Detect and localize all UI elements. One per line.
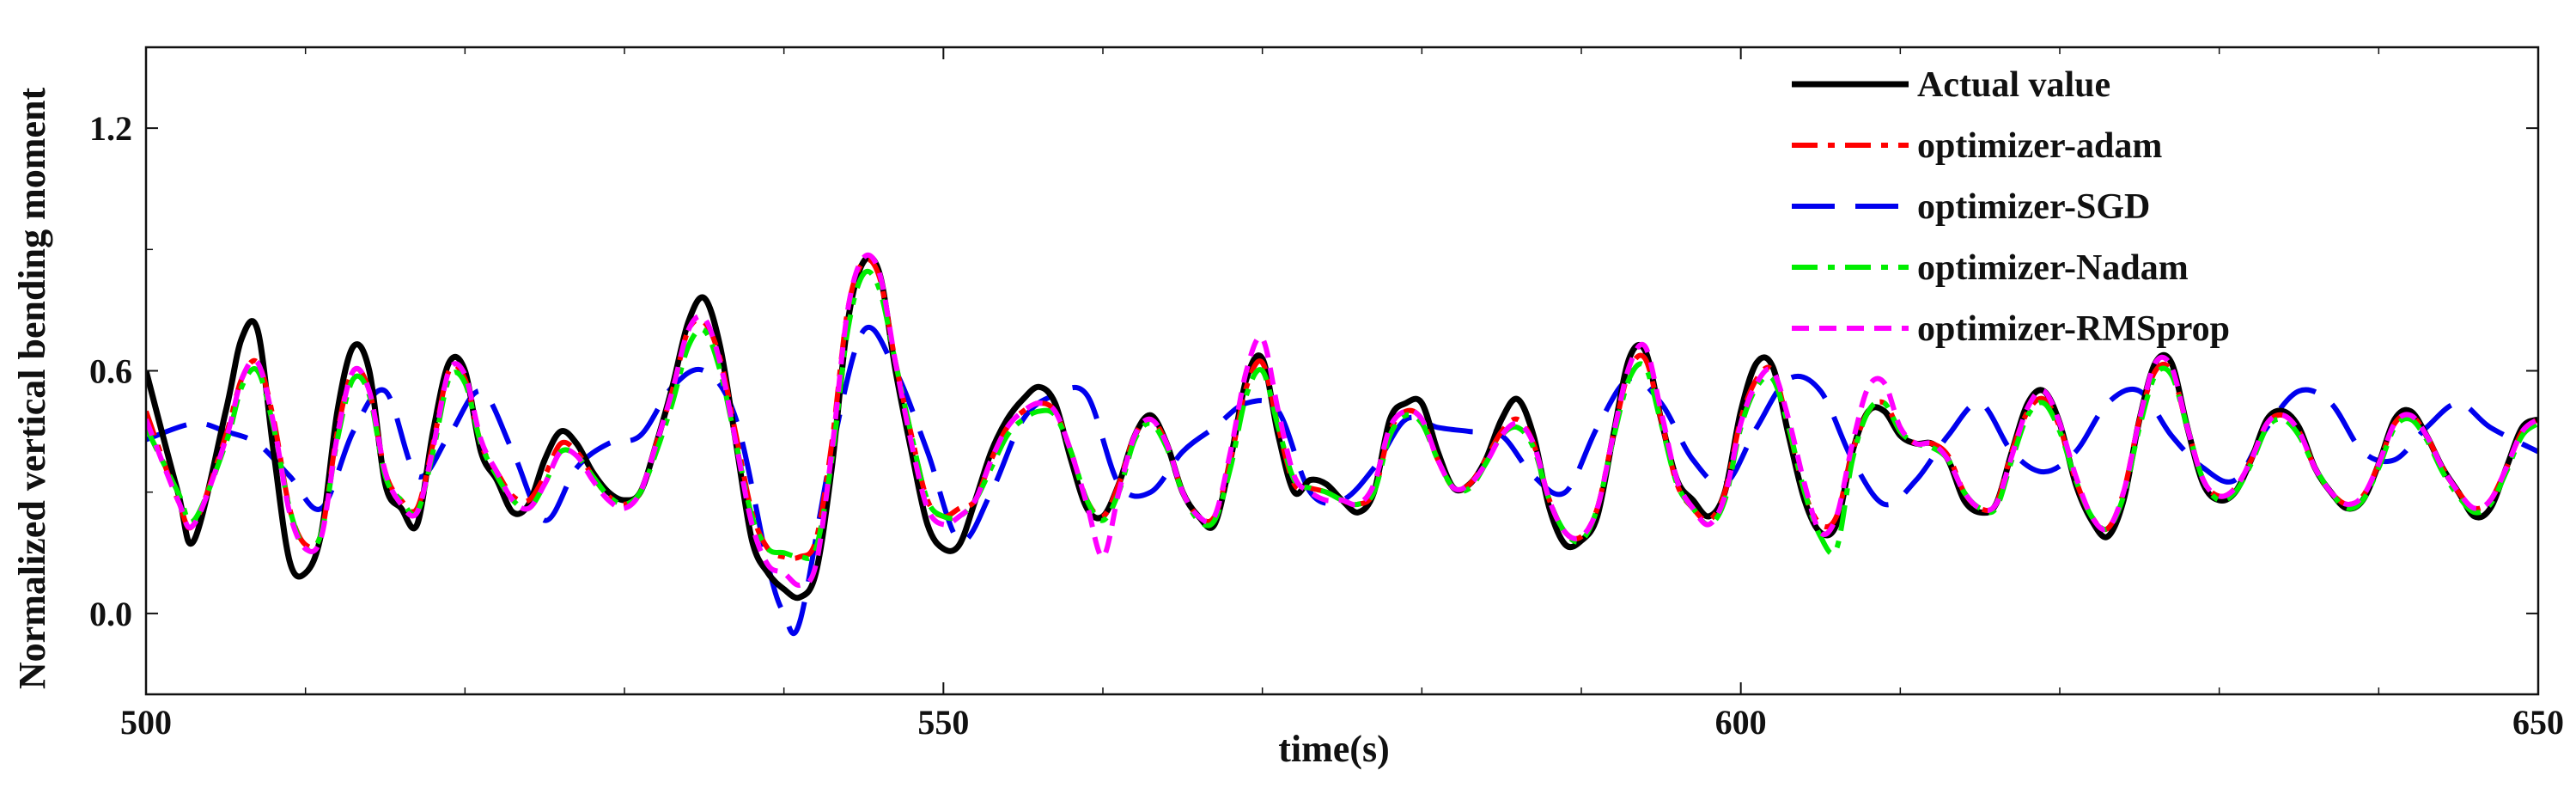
legend-label: optimizer-RMSprop <box>1917 309 2230 349</box>
y-tick-label: 0.6 <box>89 352 132 391</box>
x-tick-label: 650 <box>2512 703 2564 742</box>
x-tick-label: 600 <box>1715 703 1767 742</box>
legend-label: optimizer-Nadam <box>1917 248 2189 288</box>
series-line-optimizer-nadam <box>146 268 2538 561</box>
x-axis-label: time(s) <box>1278 728 1390 770</box>
x-tick-label: 500 <box>120 703 172 742</box>
series-line-optimizer-adam <box>146 257 2538 561</box>
y-axis-label: Normalized vertical bending moment <box>11 88 53 690</box>
x-tick-label: 550 <box>917 703 969 742</box>
legend-label: Actual value <box>1917 65 2110 105</box>
series-layer <box>146 252 2538 637</box>
legend: Actual value optimizer-adam optimizer-SGD o… <box>1792 65 2230 349</box>
ticks-layer: 500 550 600 650 0.0 0.6 1.2 <box>89 47 2564 742</box>
series-line-optimizer-rmsprop <box>146 252 2538 588</box>
legend-label: optimizer-SGD <box>1917 187 2150 227</box>
series-line-optimizer-sgd <box>146 325 2538 637</box>
y-tick-label: 1.2 <box>89 109 132 148</box>
y-tick-label: 0.0 <box>89 595 132 633</box>
legend-label: optimizer-adam <box>1917 126 2162 166</box>
